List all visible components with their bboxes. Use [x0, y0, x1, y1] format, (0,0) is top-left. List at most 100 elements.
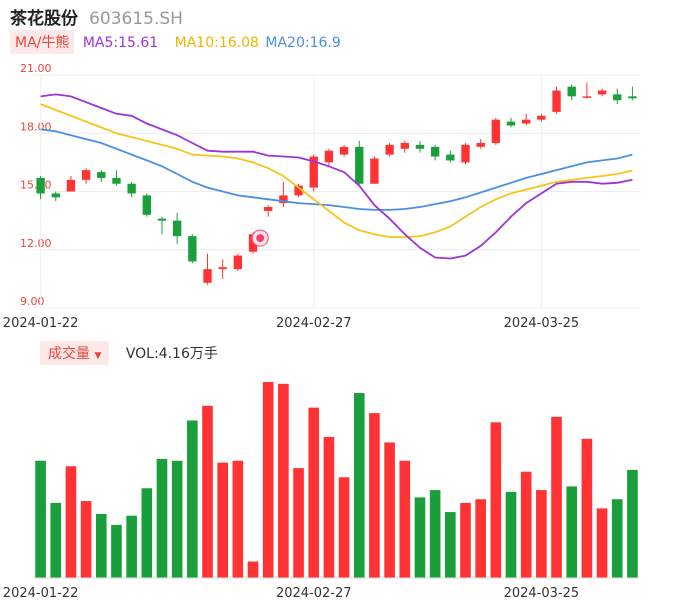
- y-tick-label: 9.00: [20, 295, 45, 308]
- volume-bar: [490, 422, 502, 578]
- x-tick-label: 2024-01-22: [3, 316, 79, 331]
- x-tick-label: 2024-02-27: [276, 316, 352, 331]
- y-tick-label: 18.00: [20, 120, 52, 133]
- x-tick-label: 2024-03-25: [504, 316, 580, 331]
- stock-header: 茶花股份 603615.SH: [10, 4, 183, 29]
- volume-bar: [80, 501, 92, 578]
- candle-body: [537, 115, 546, 120]
- volume-bar: [126, 515, 137, 578]
- volume-selector-label: 成交量: [48, 346, 90, 362]
- volume-bar: [65, 466, 77, 578]
- candle-body: [552, 90, 561, 112]
- volume-bar: [141, 488, 153, 578]
- volume-bar: [156, 458, 168, 578]
- candle-body: [112, 177, 121, 184]
- volume-bar: [217, 462, 228, 578]
- candle-body: [309, 156, 318, 188]
- volume-value: VOL:4.16万手: [125, 346, 218, 362]
- candle-body: [279, 195, 288, 204]
- volume-bar: [35, 460, 46, 578]
- candle-body: [506, 121, 516, 126]
- volume-bar: [202, 405, 213, 578]
- volume-x-tick-label: 2024-01-22: [3, 586, 79, 601]
- volume-bar: [171, 460, 183, 578]
- candle-body: [430, 146, 440, 157]
- volume-bar: [338, 477, 350, 578]
- y-tick-label: 15.00: [20, 179, 52, 192]
- candle-body: [36, 177, 45, 194]
- candle-body: [127, 183, 136, 194]
- volume-bar: [95, 513, 107, 578]
- volume-bar: [596, 508, 608, 578]
- stock-name: 茶花股份: [10, 9, 78, 29]
- volume-bar: [611, 499, 623, 578]
- candle-body: [385, 144, 394, 155]
- candle-body: [188, 236, 197, 262]
- candle-body: [476, 142, 485, 147]
- volume-bar: [232, 460, 244, 578]
- volume-bar: [475, 499, 486, 578]
- volume-bar: [551, 416, 562, 578]
- volume-bar: [50, 502, 62, 578]
- candle-body: [324, 150, 334, 163]
- volume-bar: [505, 491, 517, 578]
- ma20-label: MA20:16.9: [265, 35, 341, 51]
- volume-bar: [460, 502, 471, 578]
- candle-body: [66, 179, 76, 192]
- volume-bar: [369, 413, 380, 578]
- volume-bar: [323, 436, 335, 578]
- ma-selector-button[interactable]: MA/牛熊: [10, 30, 75, 54]
- candle-body: [294, 185, 303, 196]
- candle-body: [203, 269, 212, 283]
- volume-x-tick-label: 2024-03-25: [504, 586, 580, 601]
- stock-code: 603615.SH: [89, 9, 183, 29]
- candle-body: [218, 267, 227, 270]
- volume-bar: [429, 490, 441, 578]
- ma10-label: MA10:16.08: [174, 35, 259, 51]
- volume-bar: [581, 438, 593, 578]
- candle-body: [172, 220, 182, 237]
- volume-bar: [353, 392, 365, 578]
- volume-bar: [278, 383, 289, 578]
- volume-bar: [627, 469, 638, 578]
- ma20-line: [40, 128, 633, 211]
- candle-body: [370, 158, 379, 184]
- y-tick-label: 12.00: [20, 237, 52, 250]
- candle-body: [233, 255, 243, 270]
- candle-body: [264, 207, 273, 211]
- candle-body: [522, 119, 531, 124]
- candle-body: [461, 144, 470, 163]
- ma5-line: [40, 93, 633, 260]
- volume-bar: [445, 512, 456, 578]
- candle-body: [400, 142, 409, 149]
- caret-down-icon: ▼: [94, 351, 102, 361]
- candle-body: [248, 234, 258, 252]
- volume-bar: [308, 407, 320, 578]
- volume-bar: [536, 490, 547, 578]
- candle-body: [157, 218, 167, 221]
- volume-bar: [111, 524, 122, 578]
- candle-body: [339, 146, 349, 155]
- candle-body: [355, 146, 364, 184]
- ma10-line: [40, 103, 633, 239]
- volume-bar: [399, 460, 411, 578]
- candle-body: [613, 94, 622, 101]
- candle-body: [582, 96, 592, 98]
- volume-bar: [566, 486, 578, 578]
- volume-x-tick-label: 2024-02-27: [276, 586, 352, 601]
- volume-bar: [262, 382, 274, 578]
- volume-bar: [414, 497, 426, 578]
- volume-bar: [293, 468, 304, 578]
- volume-bar: [384, 442, 395, 578]
- volume-selector-button[interactable]: 成交量 ▼: [40, 341, 110, 365]
- candle-body: [81, 170, 91, 180]
- candle-body: [597, 90, 607, 95]
- candle-body: [415, 144, 425, 149]
- volume-bar: [520, 471, 532, 578]
- volume-bar: [247, 561, 259, 578]
- candle-body: [491, 119, 501, 143]
- y-tick-label: 21.00: [20, 62, 52, 75]
- ma-legend: MA/牛熊 MA5:15.61 MA10:16.08 MA20:16.9: [10, 30, 341, 54]
- candle-body: [51, 193, 60, 198]
